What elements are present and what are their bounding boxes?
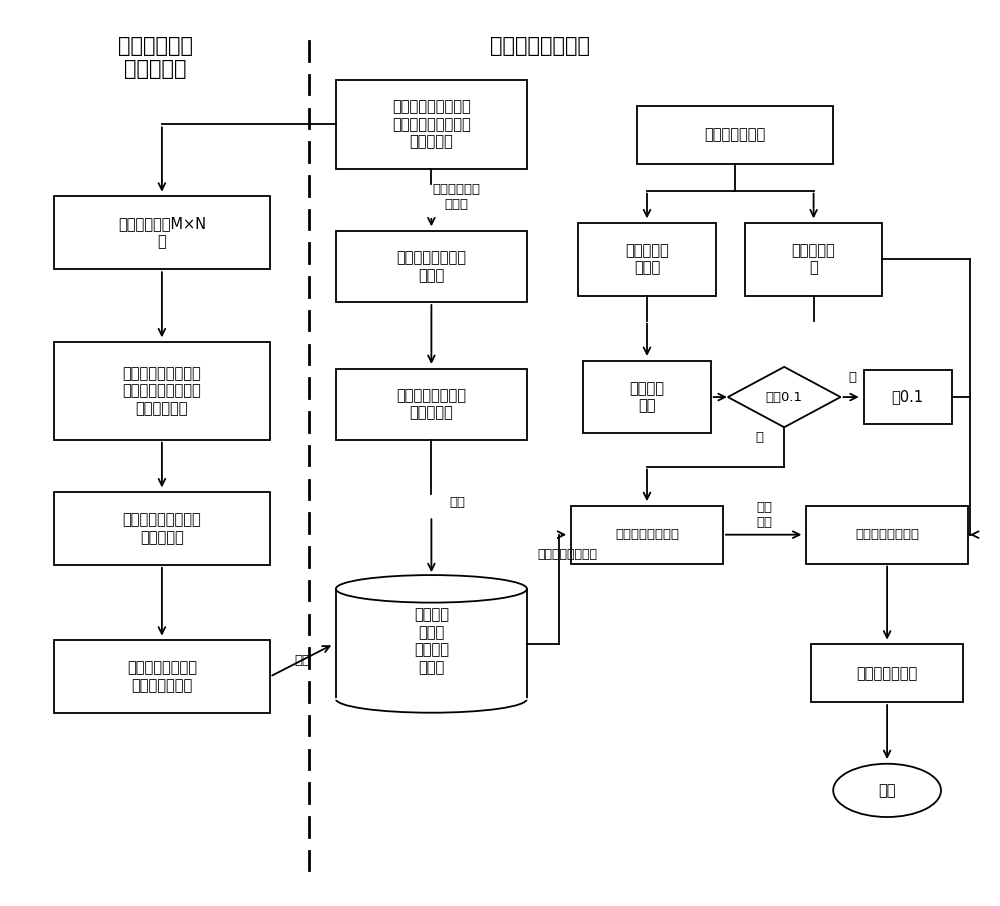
Text: 太阳照射
因子: 太阳照射 因子 (630, 381, 664, 413)
Ellipse shape (833, 764, 941, 817)
Text: 取0.1: 取0.1 (892, 390, 924, 405)
Text: 测试环境温
度: 测试环境温 度 (792, 243, 835, 275)
Text: 大于0.1: 大于0.1 (766, 390, 803, 403)
Text: 计算太阳直射到每块
面板中心时天线的六
种极端温度场: 计算太阳直射到每块 面板中心时天线的六 种极端温度场 (123, 366, 201, 416)
Text: 天线面板分成M×N
块: 天线面板分成M×N 块 (118, 217, 206, 249)
FancyBboxPatch shape (864, 371, 952, 424)
Text: 该块面板拟合参数: 该块面板拟合参数 (538, 548, 598, 561)
FancyBboxPatch shape (578, 223, 716, 296)
Text: 是: 是 (756, 431, 764, 445)
Text: 计算副面调整量: 计算副面调整量 (856, 666, 918, 680)
FancyBboxPatch shape (54, 342, 270, 439)
FancyBboxPatch shape (54, 197, 270, 269)
FancyBboxPatch shape (745, 223, 882, 296)
Text: 插值
算法: 插值 算法 (757, 501, 773, 529)
Polygon shape (336, 589, 527, 699)
FancyBboxPatch shape (54, 641, 270, 713)
Text: 查询: 查询 (450, 496, 466, 509)
FancyBboxPatch shape (637, 106, 833, 164)
Ellipse shape (336, 575, 527, 602)
FancyBboxPatch shape (336, 369, 527, 439)
FancyBboxPatch shape (806, 506, 968, 564)
Text: 该块面板拟合参数: 该块面板拟合参数 (615, 528, 679, 541)
Text: 查询、测试、调整: 查询、测试、调整 (490, 35, 590, 55)
FancyBboxPatch shape (336, 80, 527, 169)
Text: 传感器测试系统: 传感器测试系统 (705, 128, 766, 142)
Text: 形成副面位置
补偿调整表: 形成副面位置 补偿调整表 (118, 35, 193, 79)
Text: 计算天线实际直射
点位置: 计算天线实际直射 点位置 (396, 250, 466, 283)
FancyBboxPatch shape (811, 644, 963, 702)
FancyBboxPatch shape (583, 361, 711, 433)
Text: 否: 否 (848, 371, 856, 384)
Text: 确定直射点所在天
线面板块区: 确定直射点所在天 线面板块区 (396, 388, 466, 420)
Text: 地理位置参数，时间
参数，天线面板参数
和姿态参数: 地理位置参数，时间 参数，天线面板参数 和姿态参数 (392, 100, 471, 149)
FancyBboxPatch shape (54, 492, 270, 564)
FancyBboxPatch shape (571, 506, 723, 564)
Polygon shape (728, 367, 841, 428)
Text: 该工况下拟合参数: 该工况下拟合参数 (855, 528, 919, 541)
Text: 存储: 存储 (295, 654, 311, 667)
Text: 计算各个极端条件
下所有拟合参数: 计算各个极端条件 下所有拟合参数 (127, 660, 197, 693)
FancyBboxPatch shape (336, 231, 527, 302)
Text: 天线热变
形副面
位置补偿
调整表: 天线热变 形副面 位置补偿 调整表 (414, 608, 449, 675)
Text: 计算各个极端条件下
的天线变形: 计算各个极端条件下 的天线变形 (123, 512, 201, 545)
Text: 结束: 结束 (878, 783, 896, 798)
Text: 计算直射点位
置程序: 计算直射点位 置程序 (432, 183, 480, 211)
Text: 测试面板最
高温度: 测试面板最 高温度 (625, 243, 669, 275)
